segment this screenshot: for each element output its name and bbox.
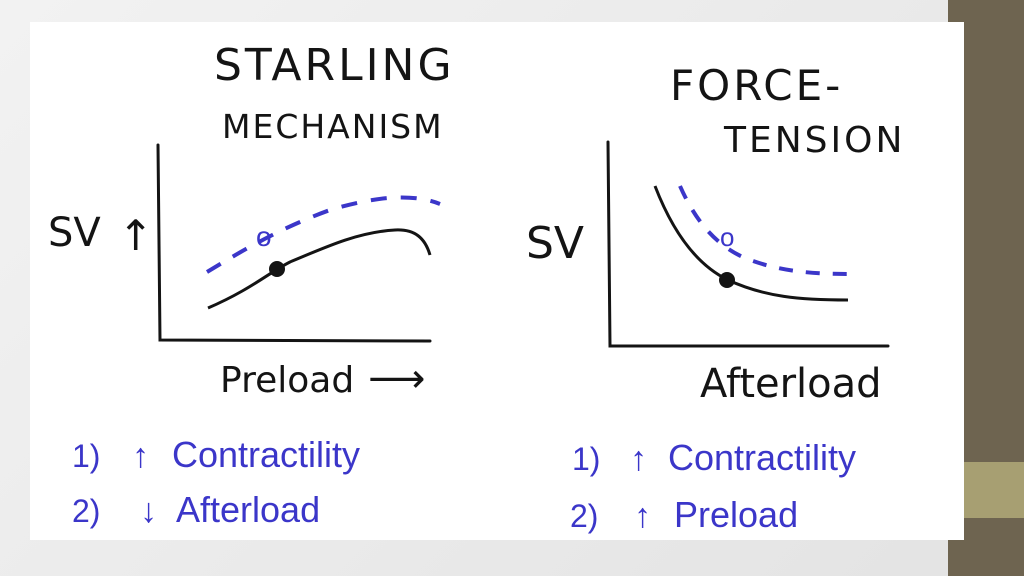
starling-axes xyxy=(156,143,432,343)
left-item-1-number: 1) xyxy=(72,438,100,474)
left-item-2-text: Afterload xyxy=(176,489,320,530)
force-tension-curve xyxy=(653,185,849,302)
right-arrow-icon: ⟶ xyxy=(368,356,425,402)
mechanism-title: MECHANISM xyxy=(222,107,444,146)
force-tension-axes xyxy=(606,140,890,348)
tension-title: TENSION xyxy=(723,120,905,161)
up-arrow-icon: ↑ xyxy=(118,211,153,260)
sidebar-accent xyxy=(962,462,1024,518)
afterload-axis-label: Afterload xyxy=(700,361,882,407)
force-tension-panel: FORCE- TENSION SV o Afterload 1) ↑ Contr… xyxy=(526,61,905,535)
preload-axis-label: Preload xyxy=(220,360,354,401)
starling-point-open: o xyxy=(256,221,272,252)
up-arrow-icon: ↑ xyxy=(634,497,651,535)
left-item-1-text: Contractility xyxy=(172,434,360,475)
force-title: FORCE- xyxy=(670,61,843,110)
force-tension-point-filled xyxy=(719,272,735,288)
force-tension-dashed-curve xyxy=(678,185,851,276)
sv-label-right: SV xyxy=(526,218,584,269)
down-arrow-icon: ↓ xyxy=(140,492,157,530)
up-arrow-icon: ↑ xyxy=(630,440,647,478)
right-item-1-number: 1) xyxy=(572,441,600,477)
force-tension-point-open: o xyxy=(720,222,734,252)
starling-dashed-curve xyxy=(205,195,441,274)
sv-label-left: SV xyxy=(48,210,101,256)
starling-panel: STARLING MECHANISM SV ↑ o Preload ⟶ 1) ↑… xyxy=(48,40,455,530)
left-item-2-number: 2) xyxy=(72,493,100,529)
right-item-1-text: Contractility xyxy=(668,437,856,478)
starling-title: STARLING xyxy=(214,40,455,91)
starling-curve xyxy=(207,228,432,310)
up-arrow-icon: ↑ xyxy=(132,437,149,475)
starling-point-filled xyxy=(269,261,285,277)
right-item-2-text: Preload xyxy=(674,494,798,535)
right-item-2-number: 2) xyxy=(570,498,598,534)
slide-canvas xyxy=(30,22,964,540)
